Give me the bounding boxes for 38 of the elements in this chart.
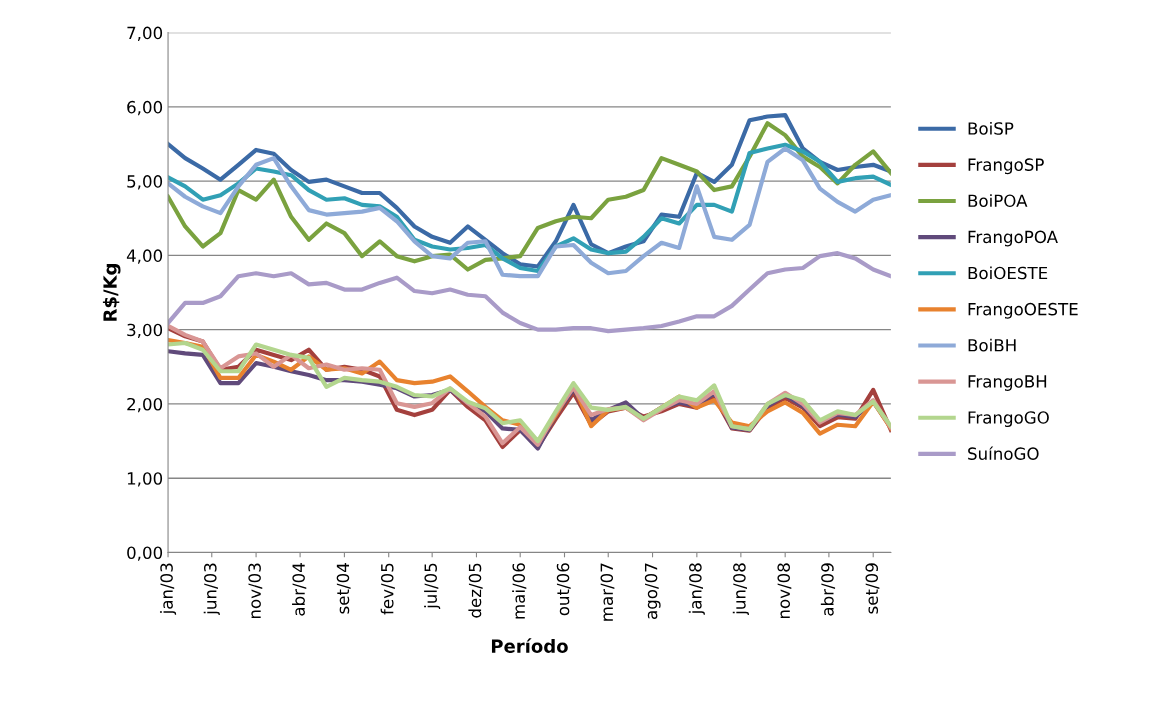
legend-label: FrangoPOA (968, 230, 1058, 247)
x-tick-label: nov/03 (248, 563, 263, 619)
legend-label: BoiBH (968, 338, 1016, 352)
y-tick-label: 3,00 (127, 323, 163, 338)
x-tick-label: mar/07 (600, 563, 615, 621)
x-tick-label: jan/08 (688, 563, 705, 615)
x-tick-label: jul/05 (424, 563, 441, 610)
x-tick-label: abr/09 (820, 563, 836, 616)
legend-label: SuínoGO (968, 446, 1039, 460)
x-tick-label: dez/05 (468, 563, 483, 618)
x-tick-label: mai/06 (512, 563, 527, 619)
legend-label: BoiOESTE (968, 266, 1048, 280)
x-axis-title: Período (491, 638, 568, 653)
x-tick-label: out/06 (556, 563, 571, 616)
y-tick-label: 0,00 (127, 546, 163, 561)
y-tick-label: 1,00 (127, 472, 163, 487)
x-tick-label: jun/08 (732, 563, 749, 616)
x-tick-label: jan/03 (159, 563, 177, 615)
legend-label: FrangoBH (968, 375, 1047, 391)
x-tick-label: set/09 (865, 563, 880, 614)
y-tick-label: 4,00 (126, 249, 163, 264)
y-axis-title: R$/Kg (102, 264, 121, 321)
x-tick-label: jun/03 (203, 563, 220, 616)
legend-label: FrangoOESTE (968, 302, 1078, 319)
legend-label: FrangoGO (968, 411, 1049, 428)
x-tick-label: set/04 (336, 563, 351, 614)
y-tick-label: 6,00 (127, 100, 163, 116)
y-tick-label: 2,00 (127, 397, 163, 413)
legend-label: BoiSP (968, 121, 1014, 135)
y-tick-label: 7,00 (127, 26, 163, 41)
line-series (168, 251, 891, 334)
x-tick-label: fev/05 (380, 563, 395, 615)
legend-label: BoiPOA (968, 194, 1028, 208)
x-tick-label: ago/07 (644, 563, 661, 619)
x-tick-label: nov/08 (777, 563, 792, 619)
y-tick-label: 5,00 (127, 175, 163, 190)
x-tick-label: abr/04 (292, 563, 307, 616)
legend-label: FrangoSP (968, 158, 1044, 175)
